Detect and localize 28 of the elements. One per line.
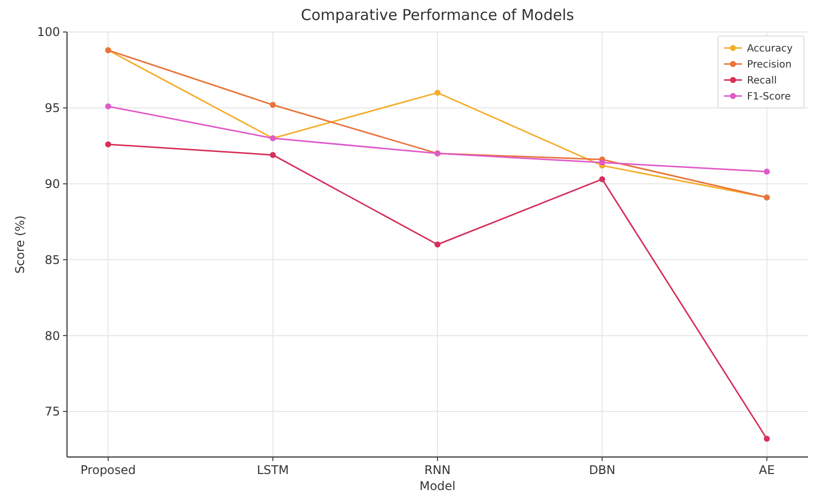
x-tick-label: LSTM [256,463,289,477]
y-tick-label: 100 [37,25,60,40]
point [105,103,112,110]
point [599,160,606,166]
point [599,176,606,182]
point [434,242,440,248]
y-tick-label: 80 [44,328,60,343]
x-tick-label: Proposed [80,463,136,477]
y-tick-label: 75 [44,404,60,419]
point [270,102,276,108]
point [764,168,770,175]
legend-label: Precision [747,60,792,70]
x-tick-label: DBN [588,463,616,477]
y-tick-label: 85 [44,252,60,267]
x-tick-label: AE [758,463,775,477]
legend-label: Recall [747,76,777,86]
point [105,141,112,148]
x-axis-title: Model [419,479,456,493]
point [764,436,770,442]
point [270,152,276,158]
point [434,90,440,96]
y-tick-label: 95 [44,101,60,116]
legend-label: Accuracy [747,44,793,54]
chart-title: Comparative Performance of Models [300,6,574,24]
y-axis-title: Score (%) [13,215,27,274]
legend-label: F1-Score [747,92,791,102]
x-tick-label: RNN [424,463,451,477]
y-tick-label: 90 [44,176,60,191]
